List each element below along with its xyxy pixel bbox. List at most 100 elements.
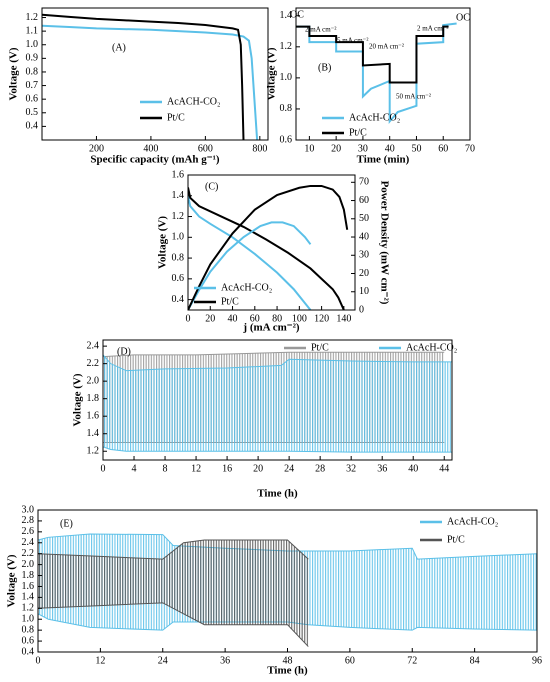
y-tick-label: 0.8 <box>22 624 35 635</box>
x-tick-label: 40 <box>385 143 395 154</box>
x-tick-label: 8 <box>163 463 168 474</box>
y2-tick-label: 30 <box>359 250 369 261</box>
y-axis-title: Voltage (V) <box>72 373 84 426</box>
x-axis-title: Time (min) <box>357 154 410 166</box>
x-tick-label: 40 <box>408 463 418 474</box>
y-axis-title: Voltage (V) <box>157 216 169 269</box>
y-tick-label: 1.0 <box>22 614 35 625</box>
y-tick-label: 2.0 <box>22 559 35 570</box>
x-tick-label: 96 <box>532 655 542 666</box>
series-line <box>296 22 457 125</box>
x-axis-title: Time (h) <box>267 665 308 677</box>
plot-area <box>42 13 259 140</box>
y-tick-label: 1.4 <box>87 428 100 439</box>
x-tick-label: 20 <box>205 313 215 324</box>
series-line <box>42 24 259 140</box>
panel-label: (B) <box>318 62 331 73</box>
y-tick-label: 0.6 <box>22 635 35 646</box>
series-line <box>188 184 349 310</box>
x-tick-label: 0 <box>101 463 106 474</box>
lower-envelope <box>38 602 309 647</box>
x-tick-label: 32 <box>346 463 356 474</box>
x-tick-label: 200 <box>89 143 104 154</box>
x-tick-label: 24 <box>284 463 294 474</box>
x-tick-label: 84 <box>470 655 480 666</box>
x-tick-label: 80 <box>272 313 282 324</box>
y-tick-label: 1.4 <box>22 592 35 603</box>
plot-area <box>188 184 349 310</box>
x-tick-label: 48 <box>283 655 293 666</box>
plot-frame <box>102 339 453 461</box>
y-tick-label: 1.6 <box>22 581 35 592</box>
y-tick-label: 2.0 <box>87 375 100 386</box>
plot-frame <box>41 7 269 141</box>
legend-label: Pt/C <box>167 112 185 123</box>
x-tick-label: 60 <box>345 655 355 666</box>
x-tick-label: 72 <box>407 655 417 666</box>
x-tick-label: 24 <box>158 655 168 666</box>
plot-area <box>103 351 452 453</box>
annotation: 5 mA cm⁻² <box>337 37 368 45</box>
legend-label: AcAcH-CO₂ <box>221 282 272 293</box>
x-tick-label: 50 <box>411 143 421 154</box>
x-tick-label: 60 <box>250 313 260 324</box>
y-tick-label: 1.8 <box>87 393 100 404</box>
plot-frame <box>295 7 471 141</box>
y2-tick-label: 50 <box>359 213 369 224</box>
x-tick-label: 10 <box>304 143 314 154</box>
upper-envelope <box>38 539 309 560</box>
y-tick-label: 0.5 <box>26 107 39 118</box>
y-tick-label: 1.4 <box>172 190 185 201</box>
y-tick-label: 1.0 <box>280 72 293 83</box>
y-tick-label: 1.4 <box>280 10 293 21</box>
x-tick-label: 20 <box>253 463 263 474</box>
annotation: OC <box>290 9 304 20</box>
x-tick-label: 36 <box>377 463 387 474</box>
y2-axis-title: Power Density (mW cm⁻²) <box>378 181 390 305</box>
legend-label: AcAcH-CO₂ <box>406 342 457 353</box>
x-tick-label: 70 <box>465 143 475 154</box>
y2-tick-label: 70 <box>359 177 369 188</box>
x-tick-label: 400 <box>143 143 158 154</box>
y2-tick-label: 0 <box>359 304 364 315</box>
x-tick-label: 140 <box>336 313 351 324</box>
x-tick-label: 4 <box>132 463 137 474</box>
series-line <box>188 221 312 310</box>
legend-label: Pt/C <box>311 342 329 353</box>
y-tick-label: 1.2 <box>26 12 39 23</box>
y-tick-label: 0.8 <box>26 66 39 77</box>
x-tick-label: 30 <box>358 143 368 154</box>
plot-area <box>296 22 457 125</box>
legend-label: AcAcH-CO₂ <box>349 112 400 123</box>
y-tick-label: 3.0 <box>22 504 35 515</box>
y-tick-label: 0.7 <box>26 80 39 91</box>
series-line <box>42 13 245 140</box>
x-tick-label: 120 <box>314 313 329 324</box>
y-tick-label: 0.4 <box>26 121 39 132</box>
legend-label: AcAcH-CO₂ <box>447 516 498 527</box>
y-tick-label: 0.6 <box>26 93 39 104</box>
x-tick-label: 12 <box>191 463 201 474</box>
x-tick-label: 60 <box>438 143 448 154</box>
x-tick-label: 600 <box>198 143 213 154</box>
cycling-band <box>38 540 309 647</box>
series-line <box>188 187 345 310</box>
y-tick-label: 2.4 <box>87 340 100 351</box>
annotation: 2 mA cm⁻² <box>417 25 448 33</box>
y2-tick-label: 10 <box>359 286 369 297</box>
annotation: 20 mA cm⁻² <box>369 43 404 51</box>
x-tick-label: 12 <box>95 655 105 666</box>
lower-envelope <box>103 446 452 453</box>
upper-envelope <box>103 351 445 358</box>
y-tick-label: 0.8 <box>172 252 185 263</box>
plot-area <box>38 533 537 647</box>
x-tick-label: 40 <box>228 313 238 324</box>
y-axis-title: Voltage (V) <box>8 47 20 100</box>
y-tick-label: 0.9 <box>26 53 39 64</box>
x-axis-title: Time (h) <box>257 488 298 500</box>
upper-envelope <box>103 354 452 372</box>
y-axis-title: Voltage (V) <box>6 554 18 607</box>
y-tick-label: 1.2 <box>22 603 35 614</box>
legend-label: Pt/C <box>221 296 239 307</box>
